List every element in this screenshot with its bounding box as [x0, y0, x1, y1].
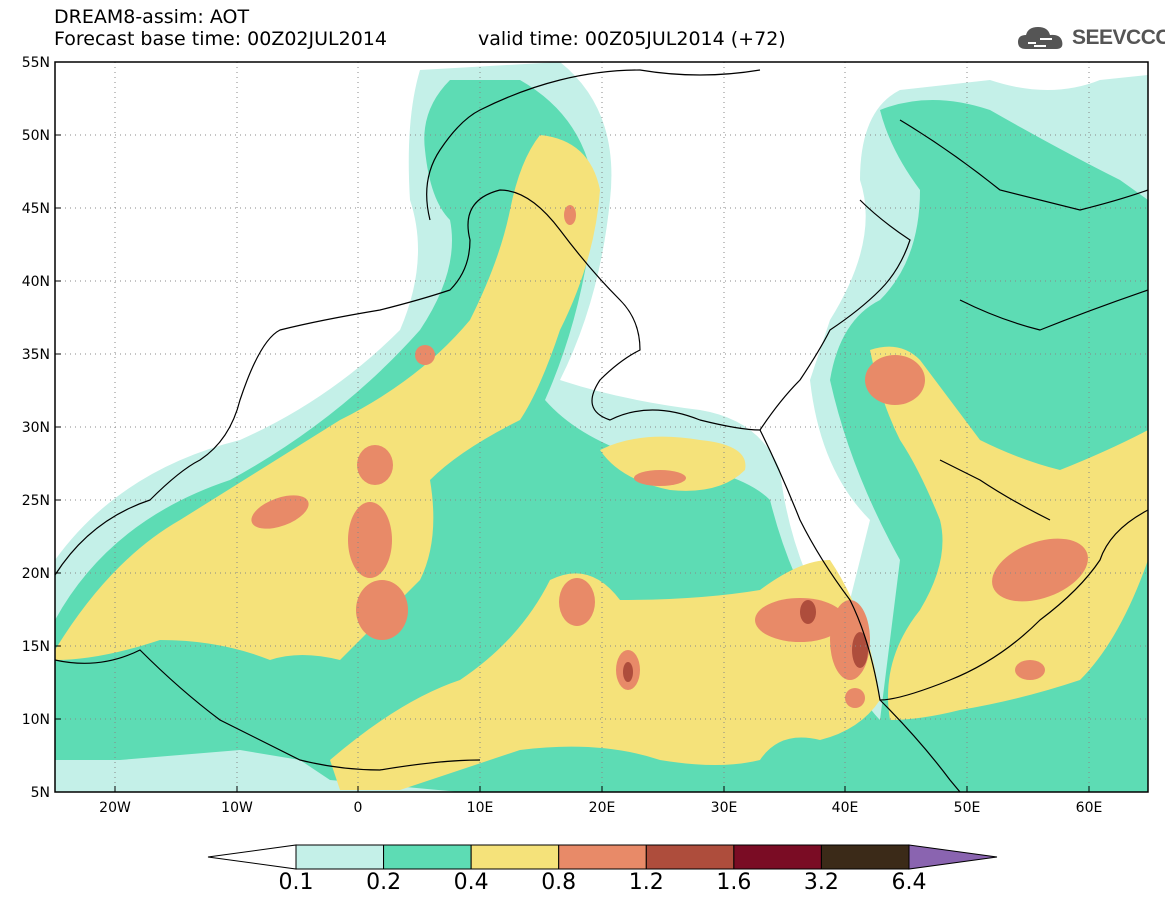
- lat-label: 5N: [31, 785, 50, 801]
- coastlines: [54, 69, 1149, 793]
- colorbar-box: [295, 844, 385, 870]
- lon-label: 0: [354, 800, 363, 816]
- colorbar-label: 1.2: [628, 870, 664, 895]
- colorbar-label: 0.2: [366, 870, 402, 895]
- lon-label: 40E: [832, 800, 859, 816]
- lat-label: 40N: [22, 274, 50, 290]
- colorbar-label: 6.4: [891, 870, 927, 895]
- colorbar-box: [558, 844, 647, 870]
- colorbar-box: [470, 844, 560, 870]
- aot-contour-1.2: [623, 600, 868, 682]
- lon-label: 30E: [711, 800, 738, 816]
- lat-label: 10N: [22, 712, 50, 728]
- lat-label: 30N: [22, 420, 50, 436]
- lat-label: 25N: [22, 493, 50, 509]
- colorbar-box: [383, 844, 472, 870]
- logo-text: SEEVCCC: [1072, 26, 1165, 49]
- colorbar-label: 3.2: [803, 870, 839, 895]
- lon-label: 60E: [1076, 800, 1103, 816]
- aot-contour-0.4: [55, 135, 600, 660]
- tick-marks: [55, 61, 1090, 792]
- cloud-icon: [1018, 27, 1063, 49]
- aot-contour-0.4: [330, 560, 880, 790]
- lat-label: 50N: [22, 128, 50, 144]
- lon-label: 10E: [467, 800, 494, 816]
- colorbar-label: 1.6: [716, 870, 752, 895]
- lon-label: 10W: [221, 800, 253, 816]
- lon-label: 20E: [589, 800, 616, 816]
- lat-label: 20N: [22, 566, 50, 582]
- lat-label: 15N: [22, 639, 50, 655]
- colorbar-label: 0.4: [453, 870, 489, 895]
- colorbar-boxes: [295, 844, 910, 870]
- lat-label: 55N: [22, 55, 50, 71]
- colorbar-label: 0.1: [278, 870, 314, 895]
- lat-label: 45N: [22, 201, 50, 217]
- colorbar-label: 0.8: [541, 870, 577, 895]
- map-title: DREAM8-assim: AOT Forecast base time: 00…: [54, 6, 387, 50]
- colorbar-box: [645, 844, 735, 870]
- title-base-time: Forecast base time: 00Z02JUL2014: [54, 28, 387, 50]
- aot-contour-0.4: [870, 346, 1148, 720]
- colorbar-box: [733, 844, 822, 870]
- title-valid-time: valid time: 00Z05JUL2014 (+72): [478, 28, 786, 50]
- lon-label: 20W: [99, 800, 131, 816]
- graticule: [55, 62, 1148, 792]
- lon-label: 50E: [954, 800, 981, 816]
- title-product: DREAM8-assim: AOT: [54, 6, 250, 28]
- colorbar-over-triangle: [908, 844, 998, 870]
- colorbar-box: [820, 844, 910, 870]
- lat-label: 35N: [22, 347, 50, 363]
- colorbar-under-triangle: [207, 844, 297, 870]
- seevccc-logo: SEEVCCC: [1016, 24, 1165, 52]
